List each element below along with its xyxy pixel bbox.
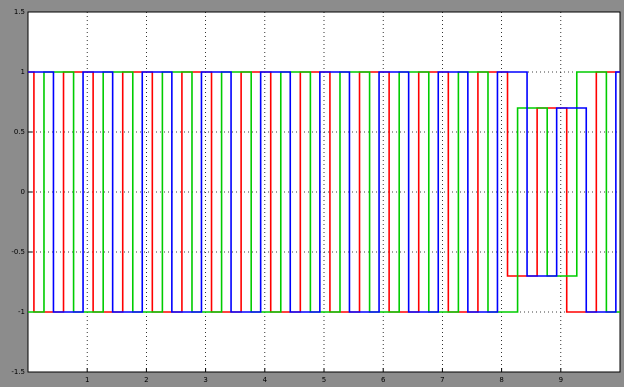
x-tick-label: 3 — [203, 376, 207, 384]
x-tick-label: 9 — [559, 376, 563, 384]
series-line — [28, 71, 620, 313]
y-tick-label: 0 — [21, 188, 25, 196]
y-tick-label: 0.5 — [14, 128, 25, 136]
y-tick-label: -0.5 — [11, 248, 25, 256]
x-tick-label: 4 — [263, 376, 268, 384]
x-tick-label: 2 — [144, 376, 148, 384]
y-tick-label: 1.5 — [14, 8, 25, 16]
y-tick-label: -1 — [18, 308, 25, 316]
x-tick-label: 6 — [381, 376, 386, 384]
x-tick-label: 1 — [85, 376, 89, 384]
x-tick-label: 8 — [499, 376, 503, 384]
x-tick-label: 7 — [440, 376, 444, 384]
y-tick-label: 1 — [21, 68, 25, 76]
series-line — [28, 71, 620, 313]
y-tick-label: -1.5 — [11, 368, 25, 376]
x-tick-label: 5 — [322, 376, 326, 384]
